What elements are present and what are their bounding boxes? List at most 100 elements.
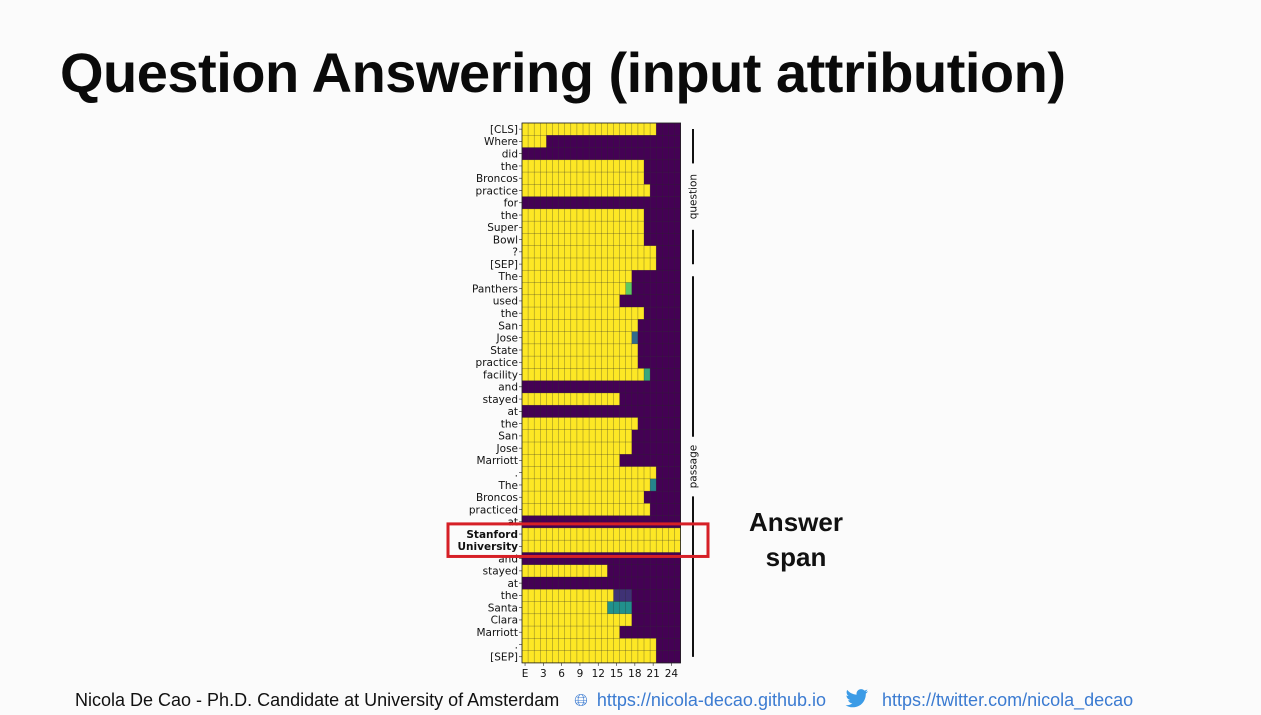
heatmap-cell [583,601,590,615]
heatmap-cell [668,626,675,639]
heatmap-cell [625,650,633,664]
heatmap-cell [613,503,620,516]
heatmap-cell [589,601,596,615]
footer-author: Nicola De Cao - Ph.D. Candidate at Unive… [75,690,560,710]
heatmap-cell [674,343,681,357]
heatmap-cell [650,343,657,357]
heatmap-cell [589,626,596,639]
heatmap-cell [625,380,633,394]
heatmap-cell [601,270,608,283]
heatmap-cell [637,405,645,418]
heatmap-cell [540,257,547,271]
heatmap-cell [637,294,645,308]
heatmap-cell [595,270,602,283]
slide-title: Question Answering (input attribution) [60,41,1066,104]
heatmap-cell [570,417,578,431]
heatmap-cell [650,589,657,602]
heatmap-cell [674,159,681,173]
heatmap-cell [656,343,663,357]
heatmap-cell [625,368,633,381]
heatmap-cell [595,540,602,553]
heatmap-cell [576,405,584,418]
heatmap-cell [607,343,614,357]
heatmap-cell [662,478,669,492]
website-link[interactable]: https://nicola-decao.github.io [596,690,826,710]
heatmap-cell [595,356,602,369]
heatmap-cell [589,257,596,271]
heatmap-cell [601,564,608,578]
heatmap-cell [674,650,681,664]
token-label: Santa [488,602,518,614]
heatmap-cell [583,331,590,345]
twitter-link[interactable]: https://twitter.com/nicola_decao [882,690,1134,710]
heatmap-cell [546,466,553,480]
twitter-bird-icon[interactable] [845,689,869,714]
heatmap-cell [564,282,572,296]
heatmap-cell [613,221,620,234]
heatmap-cell [558,552,565,566]
heatmap-cell [546,208,553,222]
heatmap-cell [656,319,663,332]
heatmap-cell [674,503,681,516]
heatmap-cell [528,343,535,357]
heatmap-cell [558,172,565,185]
heatmap-cell [576,307,584,320]
heatmap-cell [564,356,572,369]
heatmap-cell [650,123,657,136]
heatmap-cell [656,650,663,664]
heatmap-cell [576,515,584,529]
heatmap-cell [650,392,657,406]
heatmap-cell [595,552,602,566]
heatmap-cell [564,368,572,381]
heatmap-cell [607,270,614,283]
heatmap-cell [668,589,675,602]
token-labels: [CLS]WheredidtheBroncospracticefortheSup… [458,124,522,664]
heatmap-cell [570,123,578,136]
heatmap-cell [528,245,535,259]
heatmap-cell [595,331,602,345]
heatmap-cell [595,380,602,394]
heatmap-cell [650,368,657,381]
heatmap-cell [637,601,645,615]
heatmap-cell [644,123,651,136]
heatmap-cell [631,147,639,161]
heatmap-cell [576,601,584,615]
heatmap-cell [650,233,657,246]
heatmap-cell [589,184,596,197]
heatmap-cell [540,503,547,516]
heatmap-cell [570,208,578,222]
heatmap-cell [564,270,572,283]
x-tick-label: 6 [558,668,565,680]
heatmap-cell [522,601,529,615]
heatmap-cell [528,196,535,210]
heatmap-cell [534,368,541,381]
heatmap-cell [619,123,626,136]
heatmap-cell [613,343,620,357]
heatmap-cell [607,650,614,664]
heatmap-cell [546,503,553,516]
heatmap-cell [613,233,620,246]
token-label: The [497,271,518,283]
heatmap-cell [595,245,602,259]
heatmap-cell [662,368,669,381]
heatmap-cell [601,429,608,443]
heatmap-cell [558,257,565,271]
heatmap-cell [534,626,541,639]
heatmap-cell [583,527,590,541]
heatmap-cell [625,135,633,148]
heatmap-cell [631,540,639,553]
heatmap-cell [650,405,657,418]
heatmap-cell [625,417,633,431]
heatmap-cell [656,503,663,516]
heatmap-cell [662,466,669,480]
heatmap-cell [534,245,541,259]
heatmap-cell [595,343,602,357]
heatmap-cell [619,245,626,259]
heatmap-cell [558,233,565,246]
heatmap-cell [576,208,584,222]
heatmap-cell [589,540,596,553]
heatmap-cell [656,417,663,431]
heatmap-cell [662,540,669,553]
heatmap-cell [534,356,541,369]
heatmap-cell [528,650,535,664]
